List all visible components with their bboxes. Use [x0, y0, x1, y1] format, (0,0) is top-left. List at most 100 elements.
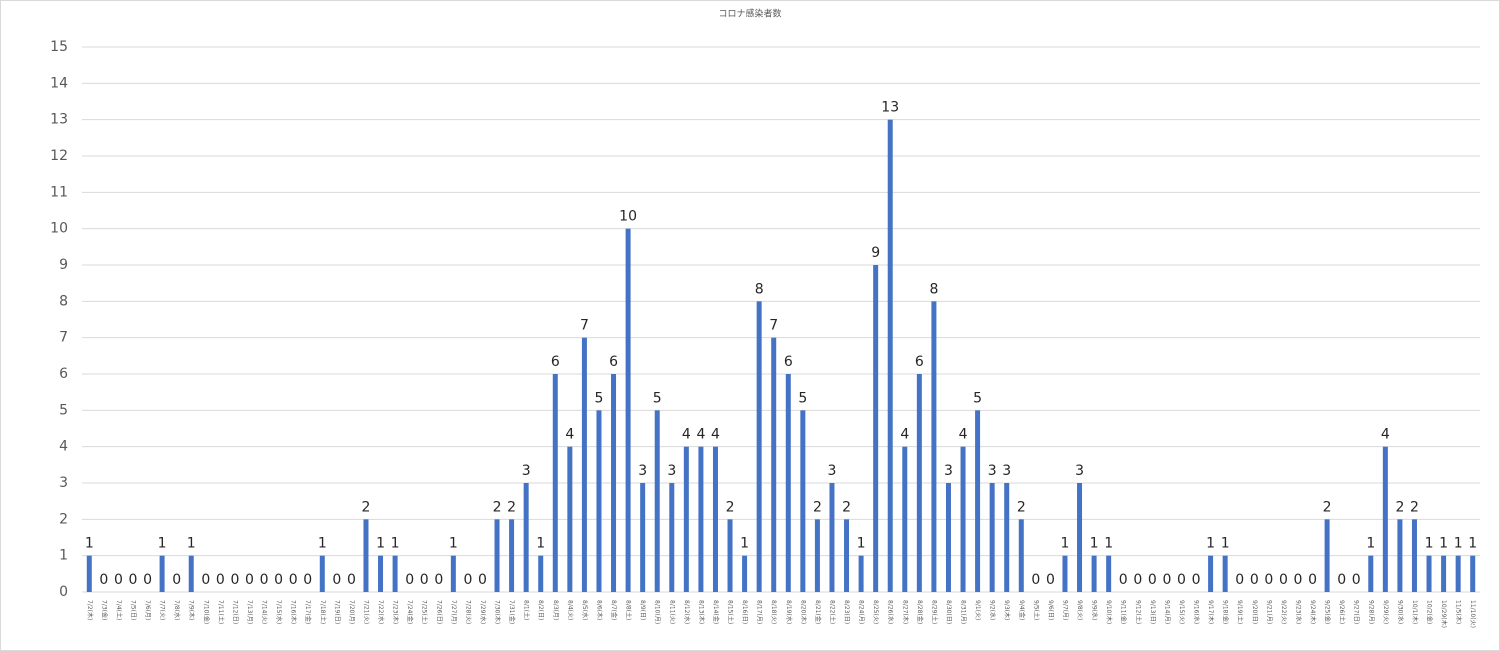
x-tick-label: 8/11(火) — [668, 600, 675, 624]
bar — [785, 374, 791, 592]
bar — [756, 301, 762, 592]
x-tick-label: 7/15(水) — [275, 600, 283, 624]
x-tick-label: 8/4(火) — [566, 600, 573, 620]
data-label: 1 — [1206, 536, 1215, 552]
x-tick-label: 8/20(木) — [799, 600, 807, 624]
x-tick-label: 8/26(水) — [887, 600, 895, 624]
data-label: 0 — [1294, 572, 1303, 588]
bar — [1411, 519, 1417, 592]
data-label: 1 — [449, 536, 458, 552]
x-tick-label: 8/13(木) — [697, 600, 705, 624]
x-tick-label: 7/8(水) — [173, 600, 181, 620]
bar — [450, 555, 456, 592]
bar — [319, 555, 325, 592]
x-tick-label: 9/12(土) — [1134, 600, 1142, 624]
bar — [392, 555, 398, 592]
data-label: 0 — [1133, 572, 1142, 588]
x-tick-label: 7/20(月) — [348, 600, 355, 624]
x-tick-label: 8/18(火) — [770, 600, 777, 624]
bar — [829, 483, 835, 592]
bar — [1018, 519, 1024, 592]
x-tick-label: 9/9(水) — [1091, 600, 1099, 620]
data-label: 0 — [129, 572, 138, 588]
x-tick-label: 7/6(月) — [144, 600, 151, 620]
y-tick-label: 13 — [50, 112, 68, 128]
y-tick-label: 14 — [50, 75, 68, 91]
bar — [887, 119, 893, 593]
y-tick-label: 12 — [50, 148, 68, 164]
data-label: 0 — [1308, 572, 1317, 588]
x-tick-label: 9/7(月) — [1061, 600, 1068, 620]
data-label: 0 — [289, 572, 298, 588]
x-tick-label: 8/10(月) — [654, 600, 661, 624]
bar — [640, 483, 646, 592]
data-label: 7 — [580, 318, 589, 334]
x-tick-label: 9/25(金) — [1324, 600, 1332, 624]
data-label: 2 — [813, 499, 822, 515]
bar — [654, 410, 660, 592]
x-tick-label: 7/21(火) — [362, 600, 369, 624]
x-tick-label: 9/28(月) — [1367, 600, 1374, 624]
x-tick-label: 9/6(日) — [1047, 600, 1054, 620]
x-tick-label: 7/14(火) — [261, 600, 268, 624]
bar — [989, 483, 995, 592]
x-tick-label: 7/5(日) — [129, 600, 136, 620]
y-tick-label: 3 — [59, 475, 68, 491]
x-tick-label: 7/12(日) — [231, 600, 238, 624]
data-label: 0 — [1250, 572, 1259, 588]
bar — [552, 374, 558, 592]
data-label: 2 — [1410, 499, 1419, 515]
y-tick-label: 0 — [59, 584, 68, 600]
x-tick-label: 8/14(金) — [712, 600, 720, 624]
x-tick-label: 9/27(日) — [1353, 600, 1360, 624]
y-tick-label: 8 — [59, 293, 68, 309]
x-tick-label: 9/21(月) — [1265, 600, 1272, 624]
data-label: 6 — [915, 354, 924, 370]
bar — [625, 228, 631, 592]
x-tick-label: 8/7(金) — [610, 600, 618, 620]
x-tick-label: 9/19(土) — [1236, 600, 1244, 624]
data-label: 1 — [1090, 536, 1099, 552]
x-tick-label: 8/21(金) — [814, 600, 822, 624]
y-tick-label: 6 — [59, 366, 68, 382]
x-tick-label: 9/11(金) — [1120, 600, 1128, 624]
data-label: 0 — [463, 572, 472, 588]
bar — [509, 519, 515, 592]
x-tick-label: 8/23(日) — [843, 600, 850, 624]
data-label: 4 — [1381, 427, 1390, 443]
data-label: 3 — [944, 463, 953, 479]
bar — [960, 446, 966, 592]
data-label: 0 — [303, 572, 312, 588]
x-tick-label: 8/5(水) — [581, 600, 589, 620]
data-label: 1 — [1221, 536, 1230, 552]
data-label: 10 — [619, 209, 637, 225]
bar — [683, 446, 689, 592]
x-tick-label: 7/22(水) — [377, 600, 385, 624]
x-tick-label: 8/29(土) — [930, 600, 938, 624]
data-label: 0 — [230, 572, 239, 588]
data-label: 9 — [871, 245, 880, 261]
x-tick-label: 7/16(木) — [290, 600, 298, 624]
x-tick-label: 8/12(水) — [683, 600, 691, 624]
data-label: 4 — [565, 427, 574, 443]
y-tick-label: 10 — [50, 221, 68, 237]
bar — [1004, 483, 1010, 592]
bar — [494, 519, 500, 592]
data-label: 1 — [1454, 536, 1463, 552]
data-label: 6 — [551, 354, 560, 370]
data-label: 2 — [1017, 499, 1026, 515]
bar — [742, 555, 748, 592]
x-tick-label: 9/24(木) — [1309, 600, 1317, 624]
x-tick-label: 8/31(月) — [960, 600, 967, 624]
data-label: 6 — [784, 354, 793, 370]
data-label: 1 — [187, 536, 196, 552]
bar — [931, 301, 937, 592]
data-label: 2 — [726, 499, 735, 515]
data-label: 1 — [318, 536, 327, 552]
y-tick-label: 1 — [59, 548, 68, 564]
x-tick-label: 9/29(火) — [1382, 600, 1389, 624]
data-label: 2 — [507, 499, 516, 515]
bar — [1062, 555, 1068, 592]
